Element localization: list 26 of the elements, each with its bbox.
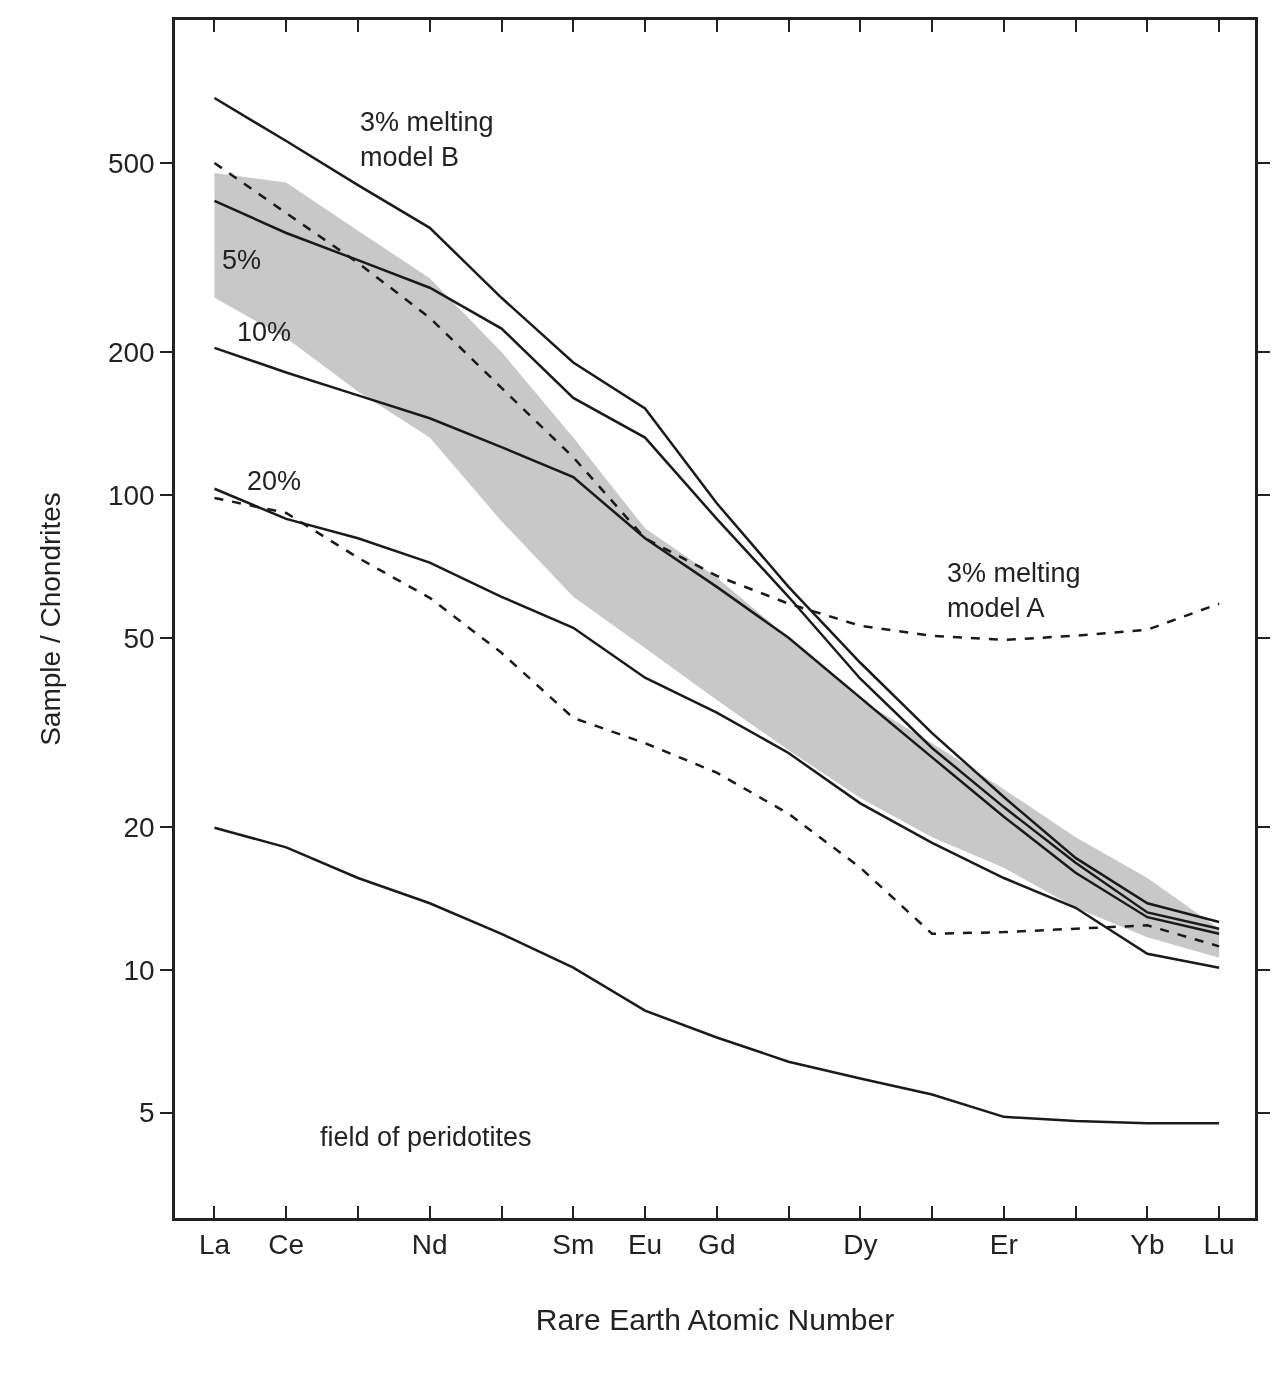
x-tick-label: Er	[989, 1229, 1018, 1261]
annotation: 3% melting model A	[947, 558, 1081, 624]
y-tick-label: 5	[139, 1097, 155, 1129]
annotation: field of peridotites	[320, 1122, 532, 1152]
y-tick-label: 10	[123, 954, 155, 986]
x-tick-label: La	[198, 1229, 231, 1261]
y-tick-label: 200	[107, 336, 155, 368]
annotation: 3% melting model B	[360, 107, 494, 173]
line-series	[213, 826, 1221, 1125]
y-tick-label: 20	[123, 811, 155, 843]
y-tick-label: 50	[123, 622, 155, 654]
annotation: 5%	[222, 245, 262, 275]
x-axis-title: Rare Earth Atomic Number	[535, 1302, 895, 1336]
y-tick-label: 500	[107, 147, 155, 179]
annotation: 20%	[247, 466, 302, 496]
x-tick-label: Ce	[268, 1229, 305, 1261]
annotation: 10%	[237, 317, 292, 347]
x-tick-label: Lu	[1203, 1229, 1235, 1261]
x-tick-label: Eu	[627, 1229, 663, 1261]
y-axis-title: Sample / Chondrites	[34, 492, 66, 746]
x-tick-label: Gd	[698, 1229, 736, 1261]
x-tick-label: Yb	[1130, 1229, 1165, 1261]
y-tick-label: 100	[107, 479, 155, 511]
x-tick-label: Sm	[552, 1229, 595, 1261]
x-tick-label: Dy	[843, 1229, 878, 1261]
x-tick-label: Nd	[411, 1229, 448, 1261]
